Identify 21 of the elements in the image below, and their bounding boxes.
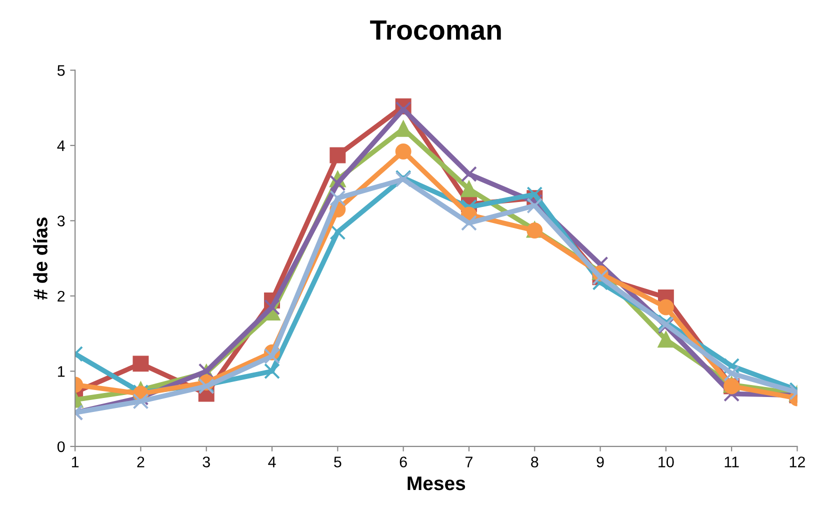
x-tick-label: 10 (658, 456, 674, 468)
x-tick-label: 8 (531, 456, 538, 468)
x-tick-label: 11 (724, 456, 739, 468)
chart-title: Trocoman (370, 20, 501, 40)
y-tick-label: 4 (57, 140, 65, 151)
x-tick-label: 3 (202, 456, 210, 468)
y-tick-label: 1 (58, 366, 65, 377)
x-tick-label: 12 (790, 456, 805, 468)
y-tick-label: 3 (57, 216, 65, 226)
x-tick-label: 4 (268, 456, 276, 468)
x-tick-label: 9 (596, 456, 604, 468)
x-tick-label: 7 (466, 456, 472, 468)
y-axis-title: # de días (33, 218, 48, 300)
x-axis-title: Meses (408, 476, 466, 490)
x-tick-label: 5 (334, 456, 342, 468)
x-tick-label: 2 (137, 456, 144, 468)
y-tick-label: 2 (58, 290, 65, 302)
y-tick-label: 5 (57, 65, 65, 76)
y-tick-label: 0 (57, 441, 65, 452)
x-tick-label: 6 (400, 456, 407, 468)
x-tick-label: 1 (72, 456, 79, 468)
